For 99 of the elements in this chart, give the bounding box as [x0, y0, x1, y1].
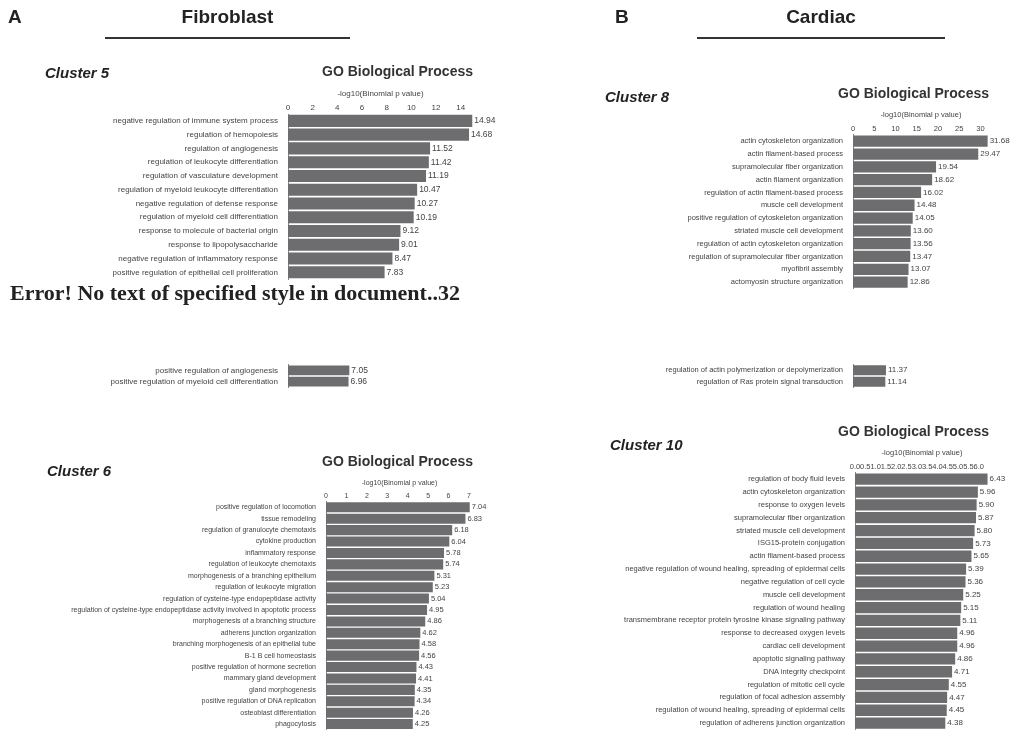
chart-title: GO Biological Process — [322, 63, 474, 80]
y-tick-label: regulation of vasculature development — [142, 171, 279, 181]
x-tick-label: 4 — [335, 103, 341, 113]
x-tick-label: 12 — [431, 103, 441, 113]
data-label: 4.45 — [948, 705, 965, 715]
x-tick-label: 2 — [310, 103, 316, 113]
y-tick-label: regulation of myeloid cell differentiation — [139, 212, 278, 222]
bar — [288, 169, 427, 183]
data-label: 12.86 — [909, 277, 931, 287]
data-label: 14.94 — [474, 115, 496, 126]
data-label: 13.60 — [912, 226, 934, 236]
chart-title: GO Biological Process — [838, 423, 990, 440]
data-label: 4.96 — [959, 641, 976, 651]
bar — [288, 224, 401, 238]
data-label: 29.47 — [980, 149, 1001, 159]
y-tick-label: regulation of angiogenesis — [184, 143, 278, 153]
text: Cluster 5 — [45, 64, 110, 81]
bar — [288, 156, 429, 169]
data-label: 9.12 — [402, 225, 420, 236]
text: B — [615, 6, 629, 28]
data-label: 5.73 — [975, 538, 992, 548]
data-label: 31.68 — [989, 136, 1011, 146]
data-label: 5.96 — [979, 487, 996, 497]
data-label: 10.19 — [415, 211, 438, 222]
y-tick-label: regulation of hemopoiesis — [186, 129, 278, 139]
bar — [853, 186, 922, 199]
bar — [326, 502, 470, 513]
y-tick-label: positive regulation of angiogenesis — [155, 365, 278, 375]
data-label: 4.55 — [950, 679, 967, 689]
data-label: 4.71 — [954, 666, 971, 676]
bar — [855, 614, 961, 627]
y-tick-label: negative regulation of defense response — [135, 198, 279, 208]
data-label: 5.25 — [965, 589, 982, 599]
data-label: 11.37 — [887, 365, 908, 375]
data-label: 10.27 — [416, 197, 439, 208]
data-label: 13.56 — [912, 238, 934, 248]
y-tick-label: response to molecule of bacterial origin — [138, 226, 278, 236]
data-label: 4.86 — [957, 654, 974, 664]
y-tick-label: positive regulation of myeloid cell differentiation — [110, 376, 278, 386]
x-tick-label: 0 — [285, 103, 291, 113]
data-label: 5.80 — [976, 525, 993, 535]
y-tick-label: negative regulation of inflammatory response — [118, 253, 279, 263]
x-tick-label: 10 — [406, 103, 417, 113]
data-label: 9.01 — [401, 239, 418, 250]
bar — [853, 250, 911, 263]
data-label: 5.15 — [963, 602, 980, 612]
data-label: 6.96 — [350, 375, 368, 386]
text: Cluster 6 — [47, 462, 112, 479]
annotation: Error! No text of specified style in document..32 — [10, 280, 460, 306]
y-tick-label: positive regulation of epithelial cell proliferation — [112, 267, 278, 277]
bar — [855, 678, 949, 691]
bar — [853, 173, 933, 186]
data-label: 8.47 — [394, 252, 412, 263]
data-label: 10.47 — [419, 184, 441, 195]
data-label: 5.87 — [978, 512, 995, 522]
data-label: 7.05 — [351, 364, 369, 375]
bar — [855, 691, 948, 704]
x-tick-label: 8 — [384, 103, 390, 113]
data-label: 14.68 — [471, 128, 493, 139]
x-tick-label: 14 — [456, 103, 466, 113]
data-label: 14.48 — [916, 200, 938, 210]
x-axis-title: -log10(Binomial p value) — [337, 88, 424, 98]
data-label: 4.96 — [959, 628, 976, 638]
x-tick-label: 6 — [359, 103, 365, 113]
text: Cardiac — [785, 6, 857, 28]
bar — [855, 537, 974, 550]
data-label: 5.90 — [978, 500, 995, 510]
chart-title: GO Biological Process — [838, 85, 990, 102]
data-label: 4.38 — [947, 718, 964, 728]
chart-title: GO Biological Process — [322, 453, 474, 470]
data-label: 5.11 — [962, 615, 978, 625]
data-label: 11.42 — [430, 156, 452, 167]
bar — [855, 524, 975, 537]
data-label: 5.65 — [973, 551, 990, 561]
data-label: 4.47 — [949, 692, 966, 702]
bar — [855, 601, 962, 614]
y-tick-label: regulation of leukocyte differentiation — [147, 157, 278, 167]
text: Cluster 8 — [605, 88, 670, 105]
y-tick-label: regulation of myeloid leukocyte differentiation — [118, 184, 278, 194]
text: A — [8, 6, 22, 28]
text: Cluster 10 — [610, 436, 683, 453]
data-label: 5.39 — [968, 564, 985, 574]
data-label: 18.62 — [934, 174, 955, 184]
data-label: 14.05 — [914, 213, 936, 223]
y-tick-label: negative regulation of immune system process — [113, 116, 278, 126]
text: Fibroblast — [180, 6, 275, 28]
data-label: 6.43 — [989, 474, 1006, 484]
data-label: 5.36 — [967, 577, 984, 587]
data-label: 11.19 — [428, 170, 449, 181]
data-label: 7.83 — [386, 266, 404, 277]
data-label: 19.54 — [938, 162, 959, 172]
bar — [288, 114, 473, 127]
y-tick-label: response to lipopolysaccharide — [168, 239, 279, 249]
data-label: 11.14 — [887, 376, 908, 386]
data-label: 16.02 — [923, 187, 944, 197]
data-label: 11.52 — [432, 142, 453, 153]
data-label: 13.07 — [910, 264, 932, 274]
data-label: 13.47 — [912, 251, 933, 261]
bar — [853, 238, 911, 250]
